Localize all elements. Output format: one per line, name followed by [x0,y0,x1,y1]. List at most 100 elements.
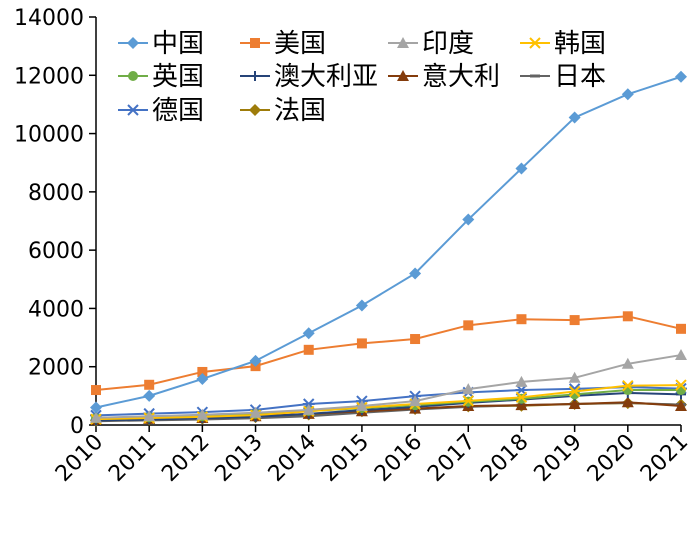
legend-label: 日本 [554,62,606,92]
series-0-point [196,372,209,385]
x-tick-label: 2012 [157,430,214,487]
legend-item: 英国 [118,62,204,92]
series-1-point [197,366,208,377]
series-3-line [95,384,682,421]
series-0-point [143,389,156,402]
legend-marker [127,37,139,49]
legend-label: 澳大利亚 [274,62,378,92]
legend-item: 澳大利亚 [240,62,378,92]
legend-item: 日本 [520,62,606,92]
series-2-point [675,349,687,361]
legend-item: 中国 [118,29,204,59]
series-2 [90,349,687,423]
y-tick-label: 0 [70,414,84,439]
series-0-point [355,299,368,312]
series-1-line [95,315,682,392]
series-0-point [409,267,422,280]
legend-label: 美国 [274,29,326,59]
series-3-point [568,385,581,398]
series-2-point [462,383,475,395]
y-tick-label: 12000 [14,64,84,89]
series-0-point [249,354,262,367]
series-2-point [143,410,156,422]
x-tick-label: 2020 [583,430,640,487]
series-0-point [515,162,528,175]
series-3-point [462,395,474,407]
series-8-line [95,386,682,417]
series-0 [90,70,687,414]
series-2-point [90,411,102,423]
series-4-point [516,393,527,404]
legend-marker [128,71,138,81]
series-6-point [621,396,634,408]
series-3-point [622,379,634,392]
x-tick-label: 2011 [104,430,161,487]
series-4-point [676,385,686,396]
legend-label: 意大利 [422,62,500,92]
series-3-point [675,379,687,391]
series-1-point [144,379,155,390]
series-3-point [515,391,528,404]
series-0-point [90,401,102,414]
legend-label: 德国 [152,96,204,126]
legend-item: 韩国 [520,29,606,59]
y-tick-label: 6000 [28,239,84,264]
legend-label: 中国 [152,29,204,59]
legend-label: 法国 [274,96,326,126]
series-1-point [463,320,474,331]
legend-marker [397,37,409,48]
x-tick-label: 2019 [530,430,587,487]
series-5-line [95,391,682,422]
series-1-point [410,334,421,345]
series-2-line [95,354,682,419]
y-tick-label: 8000 [28,181,84,206]
legend-item: 意大利 [388,62,500,92]
series-0-point [621,88,634,101]
x-tick-label: 2015 [317,430,374,487]
series-0-point [462,213,475,226]
series-2-point [302,403,315,415]
series-1-point [91,385,101,396]
y-tick-label: 10000 [14,123,84,148]
y-tick-label: 4000 [28,297,84,322]
legend-item: 法国 [240,96,326,126]
series-1-point [303,344,314,355]
x-tick-label: 2016 [370,430,427,487]
y-tick-label: 14000 [14,6,84,31]
series-0-point [568,111,581,124]
series-2-point [621,357,634,369]
series-1-point [569,315,580,326]
legend-label: 英国 [152,62,204,92]
series-2-point [196,408,209,420]
x-tick-label: 2014 [264,430,321,487]
x-tick-label: 2013 [211,430,268,487]
legend-marker [250,38,260,48]
series-2-point [355,400,368,412]
series-1-point [516,314,527,325]
x-tick-label: 2018 [476,430,533,487]
series-lines-group [90,70,687,427]
series-0-point [302,327,315,340]
series-2-point [409,395,422,407]
series-0-line [95,75,682,409]
series-2-point [515,375,528,387]
series-6-point [515,399,528,411]
legend-item: 德国 [118,96,204,126]
series-2-point [249,406,262,418]
legend-marker [249,104,261,116]
legend-label: 印度 [422,29,474,59]
series-1-point [676,323,686,334]
legend-marker [250,71,260,81]
y-tick-label: 2000 [28,356,84,381]
legend-item: 印度 [388,29,474,59]
series-6-point [675,400,687,412]
legend-marker [127,104,139,116]
series-1 [91,311,686,396]
x-tick-label: 2021 [636,430,693,487]
x-tick-label: 2017 [423,430,480,487]
legend-item: 美国 [240,29,326,59]
legend-marker [529,37,541,49]
